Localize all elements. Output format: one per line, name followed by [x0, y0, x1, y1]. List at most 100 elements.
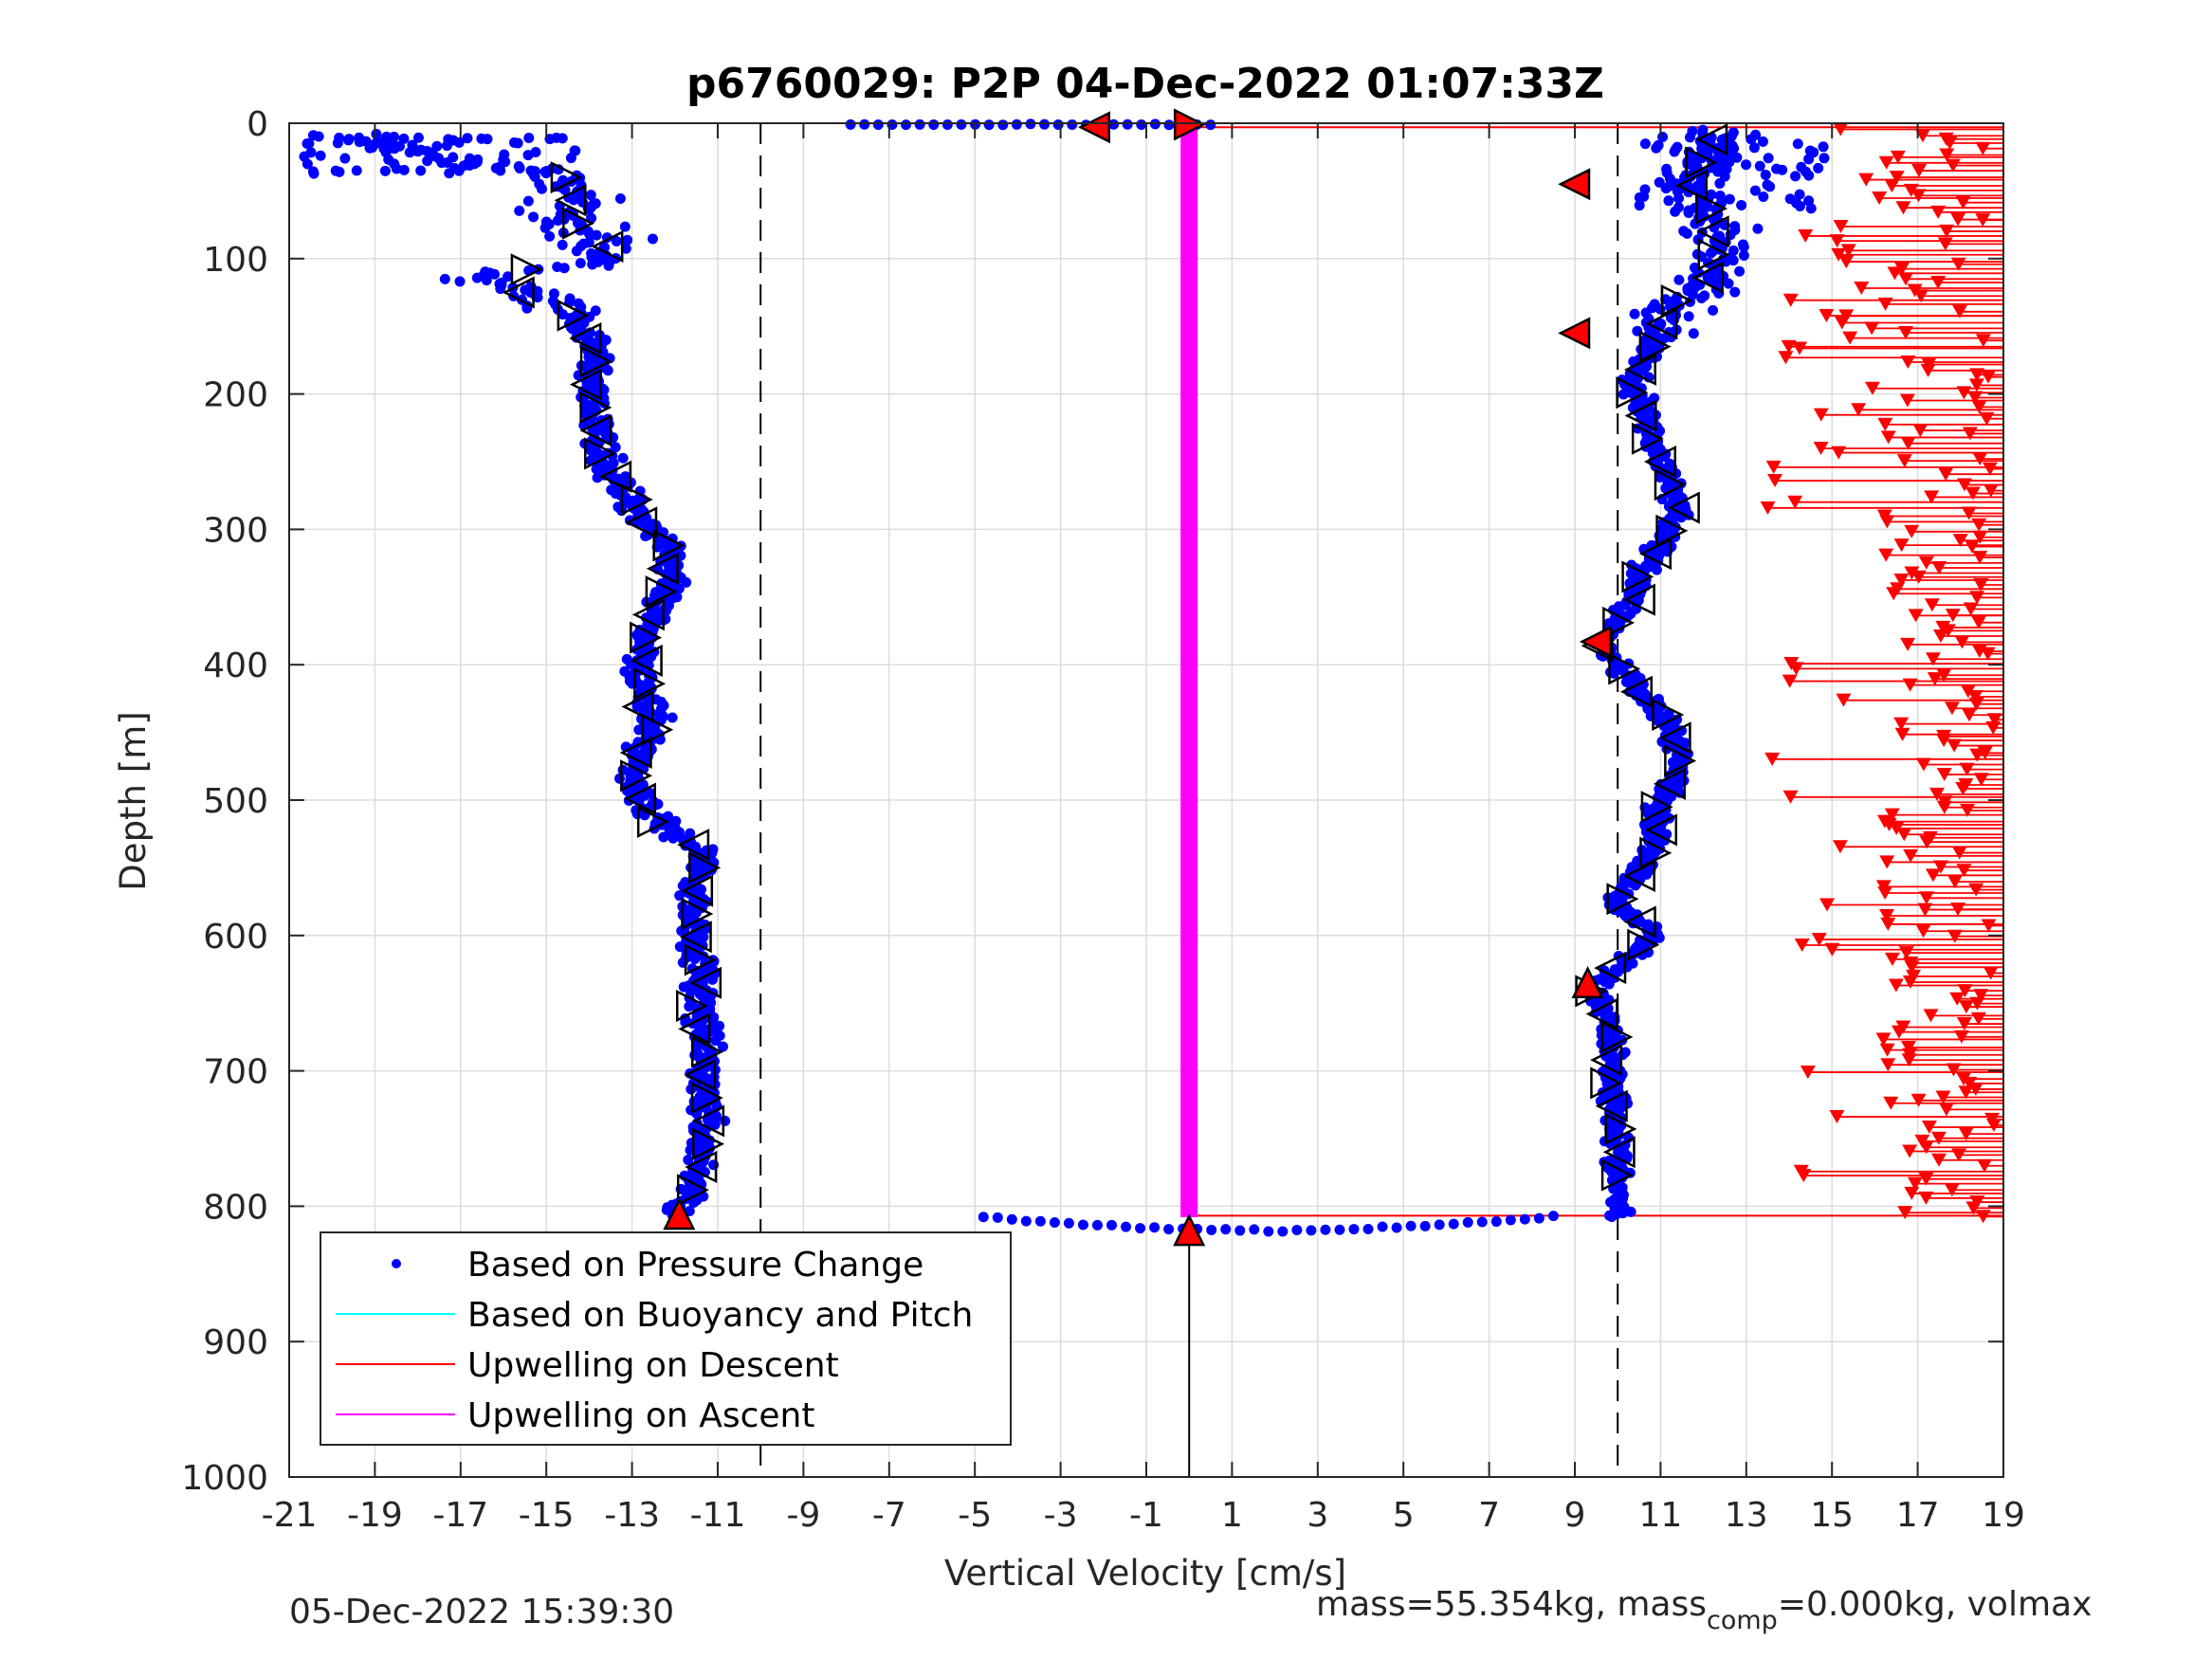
upwelling-descent-point	[1842, 331, 1858, 345]
pressure-point	[583, 204, 594, 215]
pressure-point	[1377, 1221, 1388, 1232]
pressure-point	[1533, 1212, 1545, 1224]
upwelling-descent-point	[1819, 898, 1836, 912]
pressure-point	[481, 275, 492, 286]
climb-marker	[1631, 422, 1664, 455]
upwelling-descent-point	[1967, 690, 1983, 704]
upwelling-descent-point	[1764, 752, 1781, 766]
pressure-point	[1206, 1224, 1217, 1235]
x-tick-label: -5	[958, 1496, 992, 1535]
pressure-point	[1651, 142, 1662, 154]
upwelling-descent-point	[1904, 524, 1920, 538]
climb-marker	[1697, 238, 1730, 271]
dive-marker	[569, 368, 602, 401]
pressure-point	[710, 1035, 722, 1047]
dive-marker	[599, 460, 632, 493]
pressure-point	[1448, 1218, 1459, 1230]
pressure-point	[1136, 119, 1147, 131]
chart-markers	[502, 108, 1730, 1247]
upwelling-descent-point	[1872, 191, 1888, 205]
upwelling-descent-point	[1939, 224, 1955, 238]
upwelling-descent-point	[1933, 860, 1949, 874]
pressure-point	[1794, 189, 1805, 200]
pressure-point	[1738, 250, 1749, 262]
upwelling-descent-point	[1973, 577, 1989, 592]
pressure-point	[1348, 1224, 1360, 1235]
mass-prefix: mass=55.354kg, mass	[1316, 1585, 1707, 1624]
pressure-point	[544, 230, 556, 242]
pressure-point	[522, 150, 534, 161]
upwelling-descent-point	[1875, 1032, 1892, 1047]
pressure-point	[685, 828, 696, 839]
pressure-point	[1757, 136, 1768, 147]
upwelling-descent-point	[1824, 942, 1840, 957]
pressure-point	[1663, 195, 1674, 207]
legend-label: Based on Pressure Change	[467, 1246, 923, 1285]
upwelling-descent-point	[1895, 201, 1911, 215]
upwelling-descent-point	[1911, 164, 1928, 178]
pressure-point	[1306, 1225, 1317, 1236]
upwelling-descent-point	[1898, 325, 1914, 339]
upwelling-descent-point	[1970, 1012, 1986, 1026]
pressure-point	[1736, 199, 1747, 210]
pressure-point	[1696, 292, 1708, 303]
upwelling-descent-point	[1956, 386, 1972, 400]
pressure-point	[1763, 153, 1774, 164]
climb-marker	[1590, 1066, 1623, 1100]
pressure-point	[431, 140, 443, 152]
upwelling-descent-point	[1958, 1000, 1974, 1014]
upwelling-descent-point	[1955, 195, 1971, 210]
upwelling-descent-point	[1980, 647, 1996, 661]
dive-marker	[510, 253, 543, 286]
pressure-point	[1639, 138, 1651, 150]
upwelling-descent-point	[1890, 150, 1906, 164]
x-tick-label: -11	[690, 1496, 746, 1535]
upwelling-descent-point	[1945, 158, 1961, 173]
pressure-point	[371, 128, 382, 139]
pressure-point	[708, 1159, 720, 1171]
upwelling-descent-point	[1937, 237, 1953, 251]
upwelling-descent-point	[1888, 978, 1904, 993]
upwelling-descent-point	[1982, 462, 1998, 476]
climb-marker	[1664, 744, 1697, 777]
upwelling-descent-point	[1981, 919, 1997, 933]
upwelling-descent-point	[1963, 602, 1979, 616]
pressure-point	[1764, 181, 1776, 192]
red-marker	[663, 1197, 696, 1231]
pressure-point	[1277, 1226, 1289, 1237]
pressure-point	[1681, 228, 1692, 239]
upwelling-descent-point	[1957, 478, 1973, 492]
dive-marker	[690, 1082, 723, 1115]
upwelling-descent-point	[1930, 1153, 1947, 1167]
upwelling-descent-point	[1935, 1090, 1951, 1104]
pressure-point	[673, 583, 685, 594]
pressure-point	[1135, 1223, 1146, 1234]
x-axis-label: Vertical Velocity [cm/s]	[944, 1553, 1346, 1594]
upwelling-descent-point	[1965, 1201, 1982, 1215]
pressure-point	[1039, 118, 1051, 130]
pressure-point	[1011, 118, 1022, 130]
pressure-point	[983, 119, 995, 131]
pressure-point	[513, 160, 524, 172]
upwelling-descent-point	[1900, 356, 1916, 370]
pressure-point	[1728, 143, 1740, 155]
upwelling-descent-point	[1986, 713, 2002, 727]
upwelling-descent-point	[1940, 624, 1956, 638]
dive-marker	[688, 851, 722, 884]
pressure-point	[1476, 1216, 1488, 1228]
mass-subscript: comp	[1707, 1606, 1778, 1635]
pressure-point	[585, 190, 596, 201]
upwelling-descent-point	[1813, 441, 1829, 455]
dive-marker	[619, 736, 652, 770]
upwelling-descent-point	[1938, 1103, 1954, 1117]
upwelling-descent-point	[1880, 1058, 1896, 1072]
x-tick-label: 17	[1896, 1496, 1940, 1535]
upwelling-descent-point	[1954, 635, 1970, 649]
dive-marker	[620, 759, 653, 793]
pressure-point	[1121, 1221, 1132, 1232]
pressure-point	[614, 193, 626, 205]
climb-marker	[1600, 1158, 1634, 1192]
pressure-point	[619, 221, 631, 232]
axis-ticks: -21 -19 -17 -15 -13 -11 -9 -7 -5 -3 -1 1 3 5 7 9 11 13 15 1…	[181, 105, 2025, 1535]
pressure-point	[683, 1155, 694, 1166]
